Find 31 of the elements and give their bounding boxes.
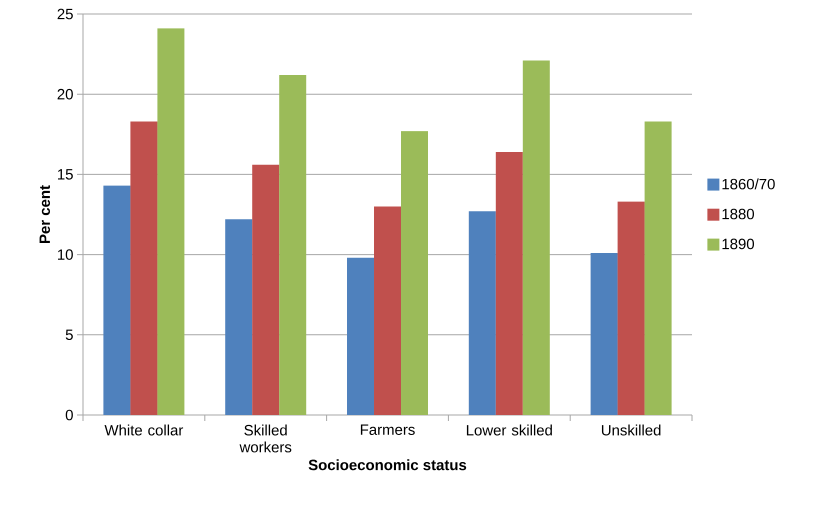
bar [252,164,280,415]
y-tick-label: 5 [66,330,73,340]
x-tick-label: Lower skilled [466,424,552,436]
y-tick-label: 15 [58,169,73,180]
bar [279,74,306,415]
bar [644,121,672,415]
bar [618,202,645,415]
bar [347,258,374,415]
y-tick-label: 25 [58,8,73,20]
legend-label: 1890 [722,238,754,250]
x-tick-label: Farmers [360,424,415,435]
y-axis-title: Per cent [40,185,50,243]
y-tick-label: 20 [58,88,73,100]
bar [103,186,130,415]
legend-label: 1880 [722,208,754,220]
y-tick-label: 10 [58,249,73,260]
legend-label: 1860/70 [722,178,775,190]
y-tick-label: 0 [66,410,73,420]
bar [522,60,550,415]
bar [468,211,496,415]
x-axis-title: Socioeconomic status [308,459,466,470]
bar [401,131,428,415]
bar [130,121,158,415]
x-tick-label: Skilled workers [240,424,292,452]
x-tick-label: Unskilled [602,424,660,436]
bar [225,219,252,415]
x-tick-label: White collar [104,424,184,436]
bar [496,152,523,415]
bar [374,206,402,415]
bar [157,28,184,415]
bar [590,252,618,415]
